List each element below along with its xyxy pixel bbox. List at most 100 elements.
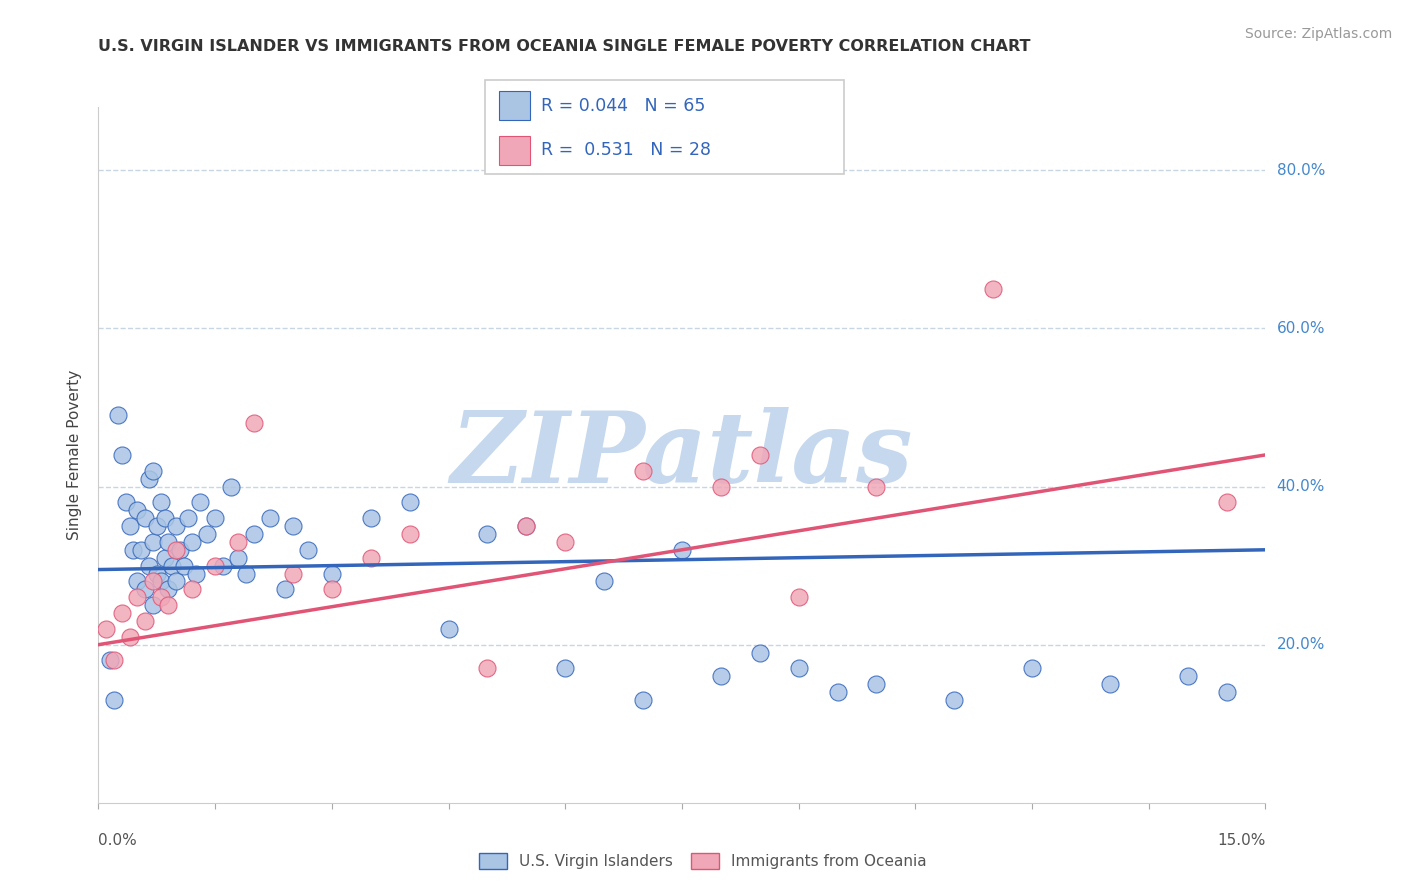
Point bbox=[297, 542, 319, 557]
Point bbox=[235, 566, 257, 581]
Point bbox=[173, 558, 195, 573]
Point bbox=[477, 661, 499, 675]
Text: R = 0.044   N = 65: R = 0.044 N = 65 bbox=[541, 96, 706, 115]
Text: 40.0%: 40.0% bbox=[1277, 479, 1324, 494]
Point bbox=[184, 566, 207, 581]
Point bbox=[1177, 669, 1199, 683]
Point bbox=[142, 598, 165, 612]
Point bbox=[111, 606, 134, 620]
Point bbox=[165, 542, 187, 557]
Legend: U.S. Virgin Islanders, Immigrants from Oceania: U.S. Virgin Islanders, Immigrants from O… bbox=[474, 847, 932, 875]
Point bbox=[787, 591, 810, 605]
Point bbox=[281, 519, 304, 533]
Text: ZIPatlas: ZIPatlas bbox=[451, 407, 912, 503]
Text: 0.0%: 0.0% bbox=[98, 833, 138, 848]
Point bbox=[981, 282, 1004, 296]
Point bbox=[243, 417, 266, 431]
Point bbox=[114, 495, 136, 509]
Point bbox=[710, 669, 733, 683]
Point bbox=[748, 646, 770, 660]
Point bbox=[554, 661, 576, 675]
Point bbox=[157, 535, 180, 549]
Point bbox=[515, 519, 537, 533]
Point bbox=[477, 527, 499, 541]
Point bbox=[162, 558, 184, 573]
Point bbox=[274, 582, 297, 597]
Point bbox=[631, 693, 654, 707]
Point bbox=[1215, 495, 1237, 509]
Text: 20.0%: 20.0% bbox=[1277, 637, 1324, 652]
Point bbox=[1021, 661, 1043, 675]
Point bbox=[98, 653, 121, 667]
Point bbox=[360, 511, 382, 525]
Point bbox=[398, 495, 420, 509]
Point bbox=[787, 661, 810, 675]
Point bbox=[127, 503, 149, 517]
Point bbox=[827, 685, 849, 699]
Point bbox=[146, 566, 169, 581]
Point bbox=[281, 566, 304, 581]
Point bbox=[118, 630, 141, 644]
Point bbox=[243, 527, 266, 541]
Point bbox=[153, 550, 176, 565]
Text: U.S. VIRGIN ISLANDER VS IMMIGRANTS FROM OCEANIA SINGLE FEMALE POVERTY CORRELATIO: U.S. VIRGIN ISLANDER VS IMMIGRANTS FROM … bbox=[98, 38, 1031, 54]
Point bbox=[437, 622, 460, 636]
Point bbox=[127, 574, 149, 589]
Point bbox=[515, 519, 537, 533]
Point bbox=[593, 574, 616, 589]
Point bbox=[180, 582, 202, 597]
Point bbox=[134, 582, 156, 597]
Point bbox=[865, 677, 887, 691]
Point bbox=[111, 448, 134, 462]
Text: 60.0%: 60.0% bbox=[1277, 321, 1324, 336]
Point bbox=[138, 472, 160, 486]
Point bbox=[134, 511, 156, 525]
Point bbox=[177, 511, 200, 525]
Point bbox=[169, 542, 191, 557]
Point bbox=[259, 511, 281, 525]
Point bbox=[321, 582, 343, 597]
Point bbox=[142, 574, 165, 589]
Point bbox=[153, 511, 176, 525]
Point bbox=[398, 527, 420, 541]
Point bbox=[710, 479, 733, 493]
Point bbox=[180, 535, 202, 549]
Point bbox=[671, 542, 693, 557]
Point bbox=[204, 558, 226, 573]
Point bbox=[127, 591, 149, 605]
Point bbox=[554, 535, 576, 549]
Point bbox=[865, 479, 887, 493]
Point bbox=[96, 622, 118, 636]
Point bbox=[228, 535, 250, 549]
Point bbox=[631, 464, 654, 478]
Point bbox=[134, 614, 156, 628]
Point bbox=[165, 574, 187, 589]
Point bbox=[149, 574, 172, 589]
Point bbox=[228, 550, 250, 565]
Point bbox=[204, 511, 226, 525]
Point bbox=[103, 693, 125, 707]
Y-axis label: Single Female Poverty: Single Female Poverty bbox=[67, 370, 83, 540]
Point bbox=[103, 653, 125, 667]
Point bbox=[219, 479, 242, 493]
Point bbox=[157, 598, 180, 612]
Point bbox=[321, 566, 343, 581]
Point bbox=[149, 495, 172, 509]
Point bbox=[1215, 685, 1237, 699]
Text: Source: ZipAtlas.com: Source: ZipAtlas.com bbox=[1244, 27, 1392, 41]
Point bbox=[1098, 677, 1121, 691]
Point bbox=[122, 542, 145, 557]
Point bbox=[149, 591, 172, 605]
Text: R =  0.531   N = 28: R = 0.531 N = 28 bbox=[541, 141, 711, 160]
Point bbox=[748, 448, 770, 462]
Point bbox=[157, 582, 180, 597]
Point bbox=[360, 550, 382, 565]
Point bbox=[118, 519, 141, 533]
Point bbox=[107, 409, 129, 423]
Point bbox=[943, 693, 966, 707]
Point bbox=[142, 464, 165, 478]
Point bbox=[142, 535, 165, 549]
Point bbox=[129, 542, 152, 557]
Text: 15.0%: 15.0% bbox=[1218, 833, 1265, 848]
Point bbox=[146, 519, 169, 533]
